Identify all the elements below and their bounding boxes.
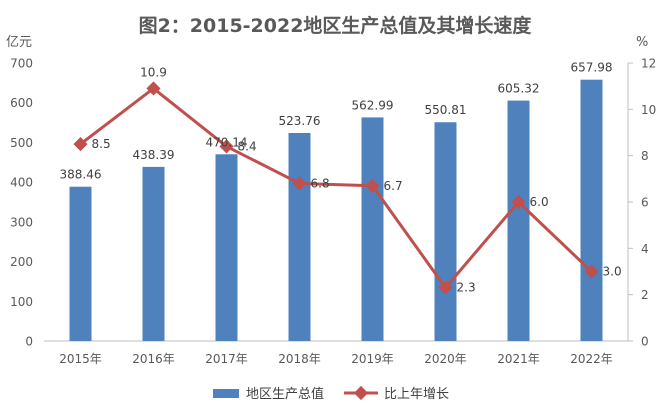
line-value-label: 10.9 [140, 65, 167, 79]
legend-bar-swatch [213, 389, 239, 398]
bar-value-label: 550.81 [425, 103, 467, 117]
line-marker [511, 194, 526, 210]
growth-line [79, 86, 593, 290]
x-tick-label: 2016年 [132, 352, 175, 366]
line-value-label: 6.0 [530, 195, 549, 209]
x-tick-label: 2018年 [278, 352, 321, 366]
left-axis-unit: 亿元 [6, 35, 32, 50]
bar [215, 154, 238, 341]
legend-line-marker [353, 385, 369, 401]
right-tick-label: 10 [641, 103, 656, 117]
line-marker [219, 139, 234, 154]
bar [434, 122, 457, 341]
x-tick-label: 2021年 [497, 352, 540, 366]
line-marker [365, 178, 380, 193]
x-tick-label: 2015年 [59, 352, 102, 366]
bar-value-label: 605.32 [498, 82, 540, 96]
x-tick-label: 2022年 [570, 352, 613, 366]
data-labels-group: 388.46 438.39 470.14 523.76 562.99 550.81 605.… [60, 61, 622, 295]
bar-value-label: 562.99 [352, 98, 394, 112]
right-tick-label: 0 [641, 335, 649, 349]
line-value-label: 8.4 [238, 139, 257, 153]
x-tick-label: 2020年 [424, 352, 467, 366]
bar-value-label: 388.46 [60, 168, 102, 182]
legend: 地区生产总值 比上年增长 [213, 385, 449, 402]
line-value-label: 2.3 [457, 281, 476, 295]
line-value-label: 8.5 [92, 137, 111, 151]
left-tick-label: 700 [10, 57, 33, 71]
line-marker [584, 264, 599, 279]
x-tick-label: 2017年 [205, 352, 248, 366]
left-tick-label: 400 [10, 176, 33, 190]
left-tick-label: 200 [10, 255, 33, 269]
line-value-label: 3.0 [603, 265, 622, 279]
left-tick-label: 600 [10, 96, 33, 110]
right-tick-label: 8 [641, 149, 649, 163]
right-tick-label: 2 [641, 288, 649, 302]
bar-value-label: 470.14 [206, 135, 248, 149]
legend-line-label: 比上年增长 [384, 387, 449, 402]
bar [142, 166, 165, 341]
bar-series-group [69, 79, 603, 342]
bar-value-label: 438.39 [133, 148, 175, 162]
left-tick-label: 500 [10, 136, 33, 150]
right-tick-label: 6 [641, 196, 649, 210]
right-tick-label: 12 [641, 57, 656, 71]
bar [361, 117, 384, 342]
chart-title: 图2：2015-2022地区生产总值及其增长速度 [139, 14, 533, 37]
axes-group: 0 100 200 300 400 500 600 700 0 2 4 6 8 10 12 2015年 2016… [10, 57, 656, 367]
bar [580, 79, 603, 342]
bar [507, 100, 530, 341]
legend-bar-label: 地区生产总值 [246, 386, 324, 402]
line-value-label: 6.7 [384, 179, 403, 193]
bar-value-label: 657.98 [571, 61, 613, 75]
bar [288, 132, 311, 341]
right-axis-unit: % [636, 35, 648, 50]
left-tick-label: 100 [10, 295, 33, 309]
line-marker [292, 176, 307, 191]
line-marker [438, 280, 453, 295]
left-tick-label: 0 [25, 335, 33, 349]
left-tick-label: 300 [10, 215, 33, 229]
bar-value-label: 523.76 [279, 114, 321, 128]
line-value-label: 6.8 [311, 176, 330, 190]
right-tick-label: 4 [641, 242, 649, 256]
bar [69, 186, 92, 341]
x-tick-label: 2019年 [351, 352, 394, 366]
